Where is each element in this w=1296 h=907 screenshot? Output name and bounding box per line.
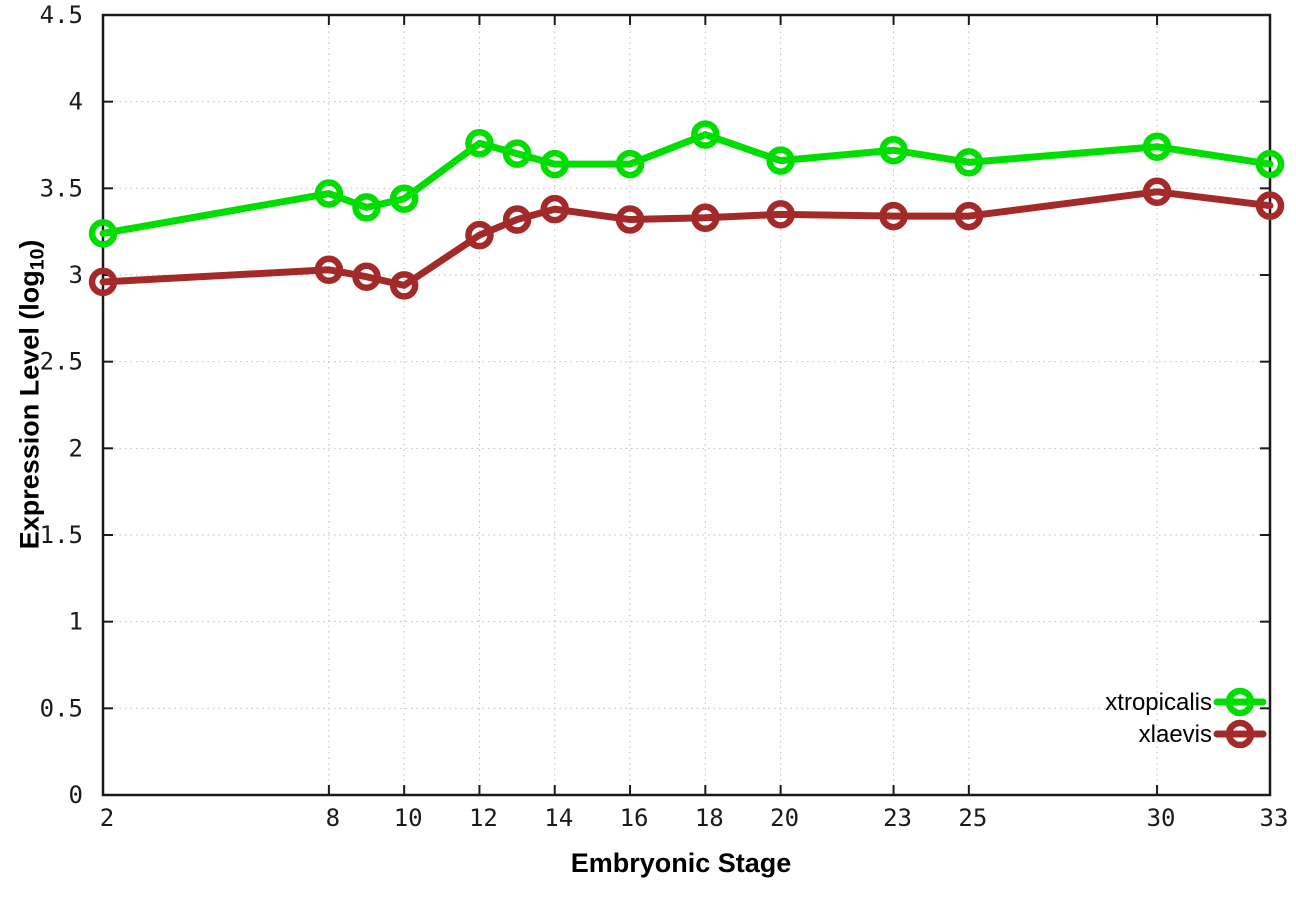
data-point-xlaevis [691,203,720,233]
y-tick-label: 3.5 [40,174,83,202]
x-tick-label: 2 [100,804,114,832]
data-point-xtropicalis [389,184,419,213]
data-point-xlaevis [389,271,419,300]
data-point-xlaevis [465,220,494,250]
y-axis-title-subscript: 10 [26,248,49,271]
y-tick-label: 2 [69,434,83,462]
y-axis-title: Expression Level (log10) [15,194,50,594]
data-point-xtropicalis [1255,149,1285,179]
y-tick-label: 2.5 [40,348,83,376]
x-tick-label: 12 [469,804,498,832]
y-axis-title-text: Expression Level (log [14,270,45,550]
data-point-xtropicalis [352,193,381,222]
data-point-xtropicalis [465,129,494,158]
y-tick-label: 1 [69,608,83,636]
data-point-xtropicalis [954,148,984,177]
legend-sample-marker-xlaevis [1225,719,1255,749]
data-point-xtropicalis [879,135,908,165]
data-point-xlaevis [502,205,532,234]
y-axis-title-close: ) [14,239,45,249]
y-tick-label: 3 [69,261,83,289]
data-point-xlaevis [879,201,908,231]
y-tick-label: 4 [69,88,83,116]
x-tick-label: 18 [695,804,724,832]
y-tick-label: 1.5 [40,521,83,549]
data-point-xtropicalis [691,120,720,149]
data-point-xlaevis [954,201,984,231]
x-tick-label: 23 [883,804,912,832]
legend-sample-marker-xtropicalis [1225,687,1255,717]
x-tick-label: 30 [1147,804,1176,832]
data-point-xlaevis [1142,177,1172,207]
x-axis-title: Embryonic Stage [570,848,792,878]
y-tick-label: 4.5 [40,1,83,29]
data-point-xtropicalis [314,179,344,208]
data-point-xtropicalis [1142,132,1172,161]
plot-border [101,13,1272,797]
x-tick-label: 16 [620,804,649,832]
x-tick-label: 8 [326,804,340,832]
data-point-xtropicalis [88,219,118,248]
data-point-xlaevis [88,267,118,297]
x-tick-label: 25 [958,804,987,832]
data-point-xtropicalis [540,149,569,179]
data-point-xlaevis [352,262,381,291]
x-tick-label: 10 [394,804,423,832]
y-tick-label: 0 [69,781,83,809]
data-point-xtropicalis [766,146,795,175]
legend-label-xtropicalis: xtropicalis [1105,689,1212,716]
data-point-xlaevis [1255,191,1285,220]
data-point-xlaevis [615,205,645,234]
x-tick-label: 14 [544,804,573,832]
data-point-xtropicalis [615,149,645,179]
data-point-xtropicalis [502,139,532,168]
x-tick-label: 20 [770,804,799,832]
x-tick-label: 33 [1260,804,1289,832]
data-point-xlaevis [314,255,344,285]
legend-label-xlaevis: xlaevis [1139,721,1212,748]
data-point-xlaevis [766,200,795,229]
y-tick-label: 0.5 [40,694,83,722]
data-point-xlaevis [540,194,569,224]
